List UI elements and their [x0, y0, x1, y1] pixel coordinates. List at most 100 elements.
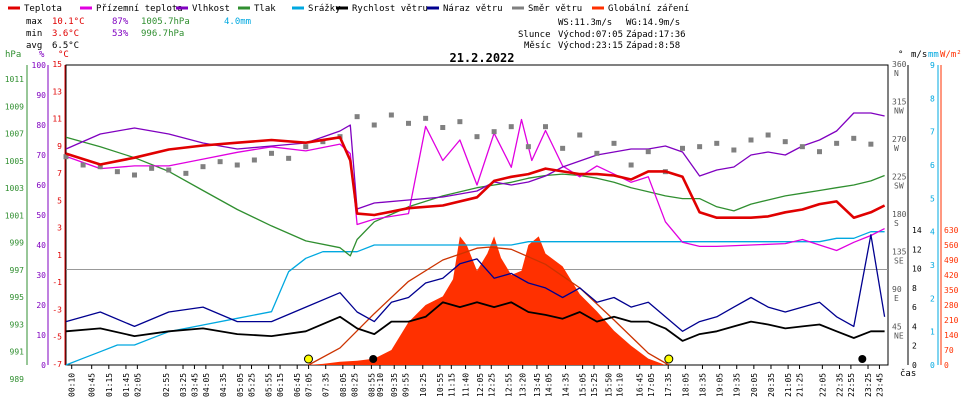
sun-marker	[664, 354, 674, 364]
line-teoretick-z-en-	[308, 246, 670, 366]
rain-tick: 8	[930, 94, 935, 103]
radiation-tick: 0	[944, 361, 949, 370]
humidity-tick: 60	[36, 181, 46, 190]
legend-label-0: Teplota	[24, 4, 62, 14]
humidity-tick: 40	[36, 241, 46, 250]
point-sm-r-v-tru	[440, 125, 446, 130]
x-tick-label: 14:35	[561, 373, 570, 397]
point-sm-r-v-tru	[525, 144, 531, 150]
x-tick-label: 14:05	[544, 373, 553, 397]
x-tick-label: 16:45	[636, 373, 645, 397]
direction-label: NE	[894, 332, 904, 341]
point-sm-r-v-tru	[251, 157, 257, 163]
humidity-tick: 30	[36, 271, 46, 280]
point-sm-r-v-tru	[354, 114, 360, 120]
x-tick-label: 10:55	[436, 373, 445, 397]
point-sm-r-v-tru	[748, 137, 754, 143]
point-sm-r-v-tru	[851, 135, 857, 141]
stat-min-hum: 53%	[112, 29, 129, 39]
point-sm-r-v-tru	[149, 165, 155, 171]
line-vlhkost	[65, 112, 885, 210]
rain-tick: 6	[930, 161, 935, 170]
x-tick-label: 22:05	[818, 373, 827, 397]
x-tick-label: 08:55	[367, 373, 376, 397]
x-tick-label: 06:15	[276, 373, 285, 397]
pressure-tick: 989	[10, 375, 25, 384]
x-tick-label: 03:45	[190, 373, 199, 397]
point-sm-r-v-tru	[457, 119, 463, 125]
point-sm-r-v-tru	[817, 149, 822, 155]
x-tick-label: 12:25	[487, 373, 496, 397]
direction-tick: 180	[892, 210, 907, 219]
direction-label: S	[894, 219, 899, 228]
x-tick-label: 01:15	[105, 373, 114, 397]
point-sm-r-v-tru	[406, 120, 411, 126]
point-sm-r-v-tru	[114, 169, 120, 175]
pressure-tick: 1007	[5, 130, 24, 139]
wind-tick: 0	[912, 361, 917, 370]
temperature-tick: -5	[52, 333, 62, 342]
radiation-tick: 490	[944, 256, 959, 265]
radiation-tick: 630	[944, 226, 959, 235]
temperature-tick: -1	[52, 278, 62, 287]
stat-min-temp: 3.6°C	[52, 29, 79, 39]
x-tick-label: 02:55	[162, 373, 171, 397]
x-tick-label: 04:35	[219, 373, 228, 397]
point-sm-r-v-tru	[388, 112, 394, 118]
sun-marker	[303, 354, 313, 364]
point-sm-r-v-tru	[320, 139, 326, 145]
x-tick-label: 02:05	[133, 373, 142, 397]
legend-label-1: Přízemní teplota	[96, 4, 183, 14]
radiation-tick: 560	[944, 241, 959, 250]
direction-tick: 225	[892, 173, 907, 182]
x-tick-label: 16:10	[616, 373, 625, 397]
x-tick-label: 15:05	[579, 373, 588, 397]
rain-tick: 7	[930, 128, 935, 137]
pressure-tick: 1005	[5, 157, 24, 166]
direction-tick: 135	[892, 248, 907, 257]
x-tick-label: 15:25	[590, 373, 599, 397]
x-axis: 00:10 00:45 01:15 01:45 02:05 02:55 03:25 03:45…	[68, 365, 884, 397]
stat-avg-temp: 6.5°C	[52, 41, 79, 51]
point-sm-r-v-tru	[680, 145, 685, 151]
direction-label: N	[894, 69, 899, 78]
x-tick-label: 21:05	[784, 373, 793, 397]
unit-wm2: W/m²	[940, 50, 962, 60]
stat-avg-label: avg	[26, 41, 42, 51]
humidity-tick: 90	[36, 91, 46, 100]
rain-tick: 9	[930, 61, 935, 70]
direction-tick: 315	[892, 98, 907, 107]
wind-tick: 14	[912, 226, 922, 235]
pressure-tick: 995	[10, 293, 25, 302]
legend-label-2: Vlhkost	[192, 4, 230, 14]
point-sm-r-v-tru	[834, 140, 840, 146]
pressure-tick: 1009	[5, 102, 24, 111]
point-sm-r-v-tru	[183, 170, 189, 176]
legend-label-6: Náraz větru	[443, 4, 503, 14]
pressure-tick: 1011	[5, 75, 24, 84]
humidity-tick: 10	[36, 331, 46, 340]
temperature-tick: 13	[52, 87, 62, 96]
direction-label: SE	[894, 257, 904, 266]
x-tick-label: 10:25	[419, 373, 428, 397]
plot-area	[63, 112, 888, 366]
temperature-tick: 11	[52, 115, 62, 124]
rain-tick: 1	[930, 328, 935, 337]
direction-label: NW	[894, 107, 904, 116]
stats-block: max 10.1°C 87% 1005.7hPa 4.0mm min 3.6°C…	[26, 17, 251, 51]
x-tick-label: 03:25	[179, 373, 188, 397]
point-sm-r-v-tru	[371, 122, 377, 128]
point-sm-r-v-tru	[543, 124, 548, 130]
humidity-tick: 70	[36, 151, 46, 160]
unit-deg: °	[898, 50, 903, 60]
x-tick-label: 09:55	[402, 373, 411, 397]
point-sm-r-v-tru	[303, 144, 309, 150]
axis-units: hPa % °C m/s mm W/m² ° čas	[5, 50, 962, 379]
info-moon-rise: Východ:23:15	[558, 41, 623, 51]
chart-date-title: 21.2.2022	[449, 51, 514, 65]
point-sm-r-v-tru	[80, 162, 86, 168]
temperature-tick: 5	[57, 196, 62, 205]
x-tick-label: 05:55	[265, 373, 274, 397]
stat-max-hum: 87%	[112, 17, 129, 27]
